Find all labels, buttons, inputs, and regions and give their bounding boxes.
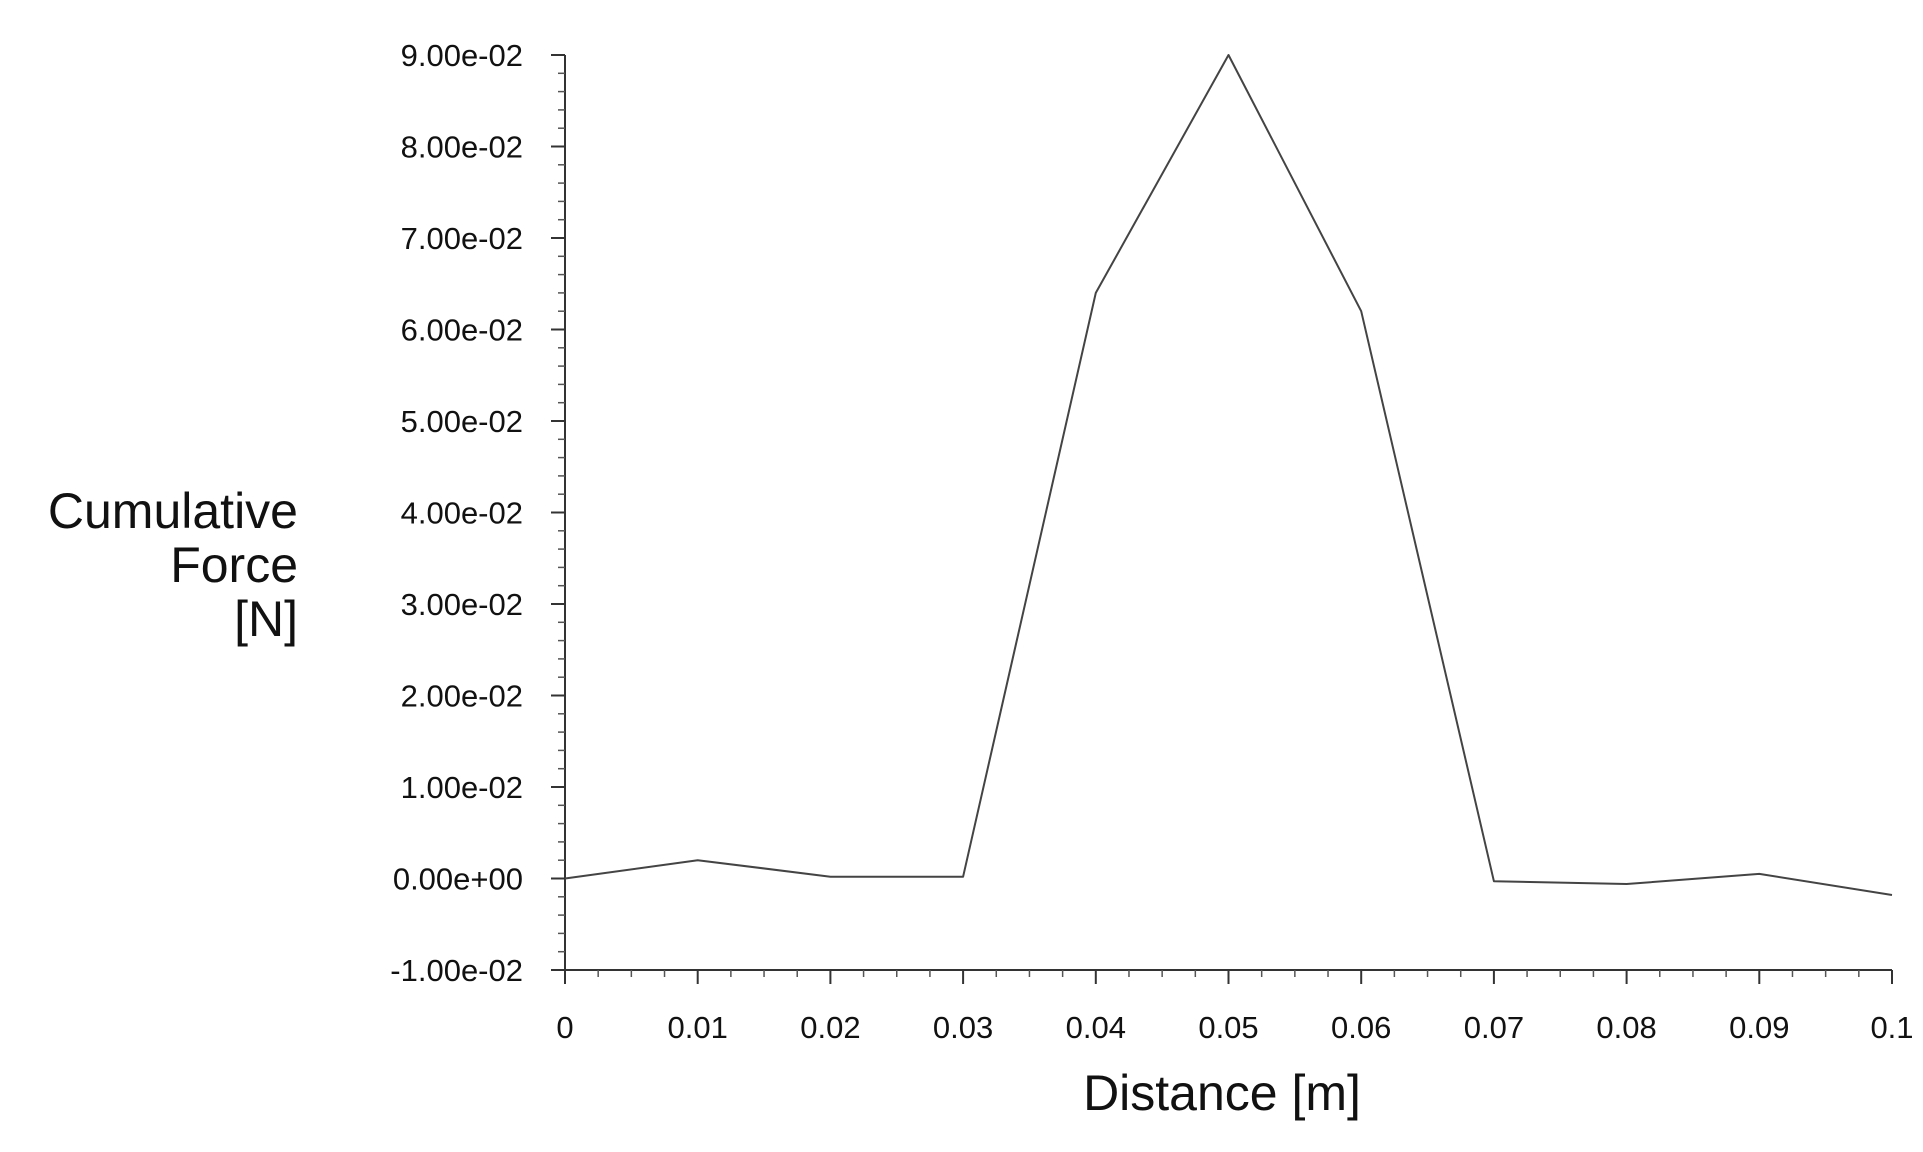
series-group [564,54,1893,896]
x-tick-label: 0 [556,1010,573,1045]
y-axis-title: Cumulative Force [N] [48,483,298,647]
y-tick-label: 7.00e-02 [401,221,523,256]
x-tick-label: 0.01 [668,1010,728,1045]
x-tick-label: 0.1 [1870,1010,1913,1045]
x-axis-ticks: 0 0.01 0.02 0.03 0.04 0.05 0.06 0.07 0.08 0.09 0.1 [556,970,1914,1045]
x-axis-title: Distance [m] [1083,1065,1361,1121]
y-tick-label: 2.00e-02 [401,679,523,714]
x-tick-label: 0.02 [800,1010,860,1045]
y-tick-label: 8.00e-02 [401,130,523,165]
y-tick-label: -1.00e-02 [390,953,523,988]
y-axis-title-line: Force [170,537,298,593]
x-tick-label: 0.03 [933,1010,993,1045]
y-tick-label: 1.00e-02 [401,770,523,805]
x-tick-label: 0.06 [1331,1010,1391,1045]
axes [564,55,1892,971]
x-tick-label: 0.04 [1066,1010,1126,1045]
y-axis-ticks: -1.00e-02 0.00e+00 1.00e-02 2.00e-02 3.00e-0… [390,38,565,988]
series-line [564,54,1893,896]
x-tick-label: 0.07 [1464,1010,1524,1045]
y-tick-label: 4.00e-02 [401,496,523,531]
y-axis-title-line: Cumulative [48,483,298,539]
x-tick-label: 0.08 [1596,1010,1656,1045]
x-tick-label: 0.09 [1729,1010,1789,1045]
y-tick-label: 9.00e-02 [401,38,523,73]
x-tick-label: 0.05 [1198,1010,1258,1045]
y-tick-label: 3.00e-02 [401,587,523,622]
y-tick-label: 0.00e+00 [393,862,523,897]
y-axis-title-line: [N] [234,591,298,647]
y-tick-label: 5.00e-02 [401,404,523,439]
axis-titles: Distance [m] Cumulative Force [N] [48,483,1361,1121]
y-tick-label: 6.00e-02 [401,313,523,348]
